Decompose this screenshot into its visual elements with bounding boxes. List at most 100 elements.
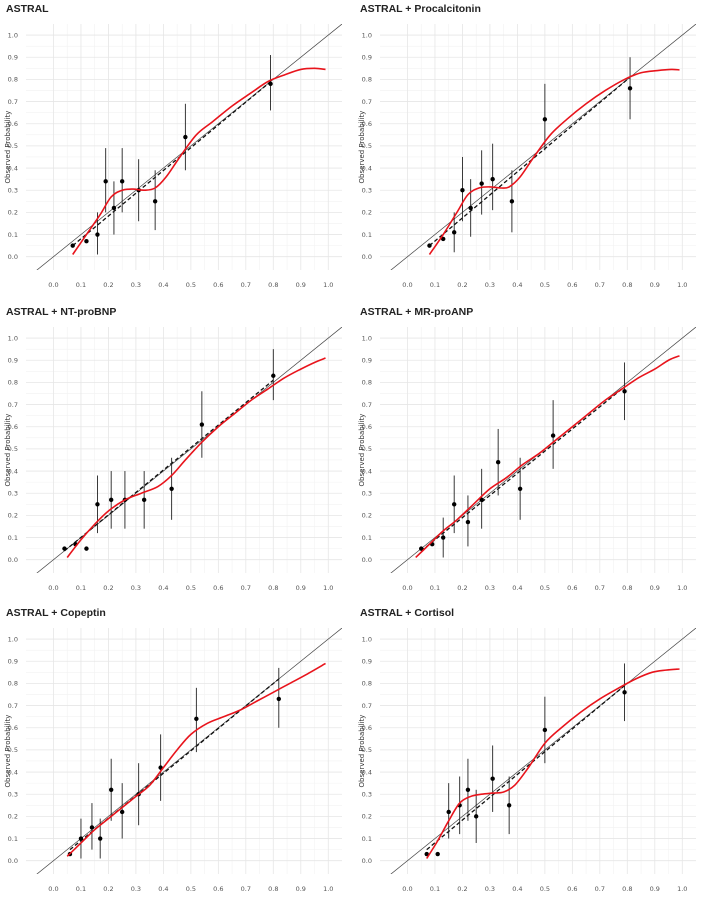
calibration-panel-copeptin: ASTRAL + Copeptin 0.0 0.1 0.2 0.3 0.4 0.5 0.6 0… xyxy=(0,604,354,904)
x-tick-label: 0.3 xyxy=(485,584,495,592)
y-tick-label: 0.1 xyxy=(8,231,18,239)
y-tick-label: 0.5 xyxy=(8,445,18,453)
data-point xyxy=(183,134,188,140)
y-tick-label: 0.8 xyxy=(362,680,372,688)
x-tick-label: 0.2 xyxy=(457,584,467,592)
data-point xyxy=(465,787,471,792)
x-tick-label: 0.4 xyxy=(158,281,168,289)
y-tick-label: 0.7 xyxy=(362,401,372,409)
y-tick-label: 1.0 xyxy=(8,334,18,342)
y-tick-label: 0.6 xyxy=(8,423,18,431)
x-tick-label: 0.9 xyxy=(296,281,306,289)
data-point xyxy=(506,803,512,808)
x-tick-label: 0.7 xyxy=(595,584,605,592)
y-tick-label: 0.9 xyxy=(8,54,18,62)
plot-layer xyxy=(390,24,696,270)
smooth-calibration-curve xyxy=(428,68,680,255)
data-point xyxy=(84,546,89,551)
y-tick-label: 0.8 xyxy=(8,76,18,84)
data-point xyxy=(111,205,117,211)
y-tick-label: 0.2 xyxy=(8,209,18,217)
y-tick-label: 0.6 xyxy=(8,724,18,732)
y-tick-label: 1.0 xyxy=(362,334,372,342)
calibration-plot: 0.0 0.1 0.2 0.3 0.4 0.5 0.6 0.7 0.8 0.9 1.0 0.0 0.1 0… xyxy=(358,327,696,592)
y-tick-label: 0.0 xyxy=(362,556,372,564)
smooth-calibration-curve xyxy=(66,662,326,857)
y-tick-label: 0.1 xyxy=(8,835,18,843)
y-tick-label: 0.4 xyxy=(8,467,18,475)
y-tick-label: 0.8 xyxy=(8,379,18,387)
y-tick-label: 0.7 xyxy=(362,98,372,106)
y-tick-label: 0.5 xyxy=(8,746,18,754)
y-tick-label: 0.9 xyxy=(8,658,18,666)
x-tick-label: 0.8 xyxy=(268,885,278,893)
plot-layer xyxy=(36,327,342,573)
x-tick-label: 0.4 xyxy=(512,584,522,592)
x-tick-label: 0.6 xyxy=(213,281,223,289)
panel-title: ASTRAL + Procalcitonin xyxy=(360,3,481,15)
y-tick-label: 0.9 xyxy=(8,357,18,365)
data-point xyxy=(622,389,627,394)
y-axis-label: Observed Probability xyxy=(358,111,366,184)
x-tick-label: 0.5 xyxy=(540,584,550,592)
data-point xyxy=(622,690,627,695)
plot-layer xyxy=(36,24,342,270)
y-tick-label: 0.6 xyxy=(362,724,372,732)
y-tick-label: 1.0 xyxy=(8,635,18,643)
data-point xyxy=(446,809,451,815)
x-tick-label: 0.7 xyxy=(595,885,605,893)
data-point xyxy=(542,727,548,733)
data-point xyxy=(103,179,108,184)
x-tick-label: 0.4 xyxy=(512,885,522,893)
data-point xyxy=(62,546,67,551)
dashed-calibration-line xyxy=(426,685,625,851)
calibration-plot: 0.0 0.1 0.2 0.3 0.4 0.5 0.6 0.7 0.8 0.9 1.0 0.0 0.1 0… xyxy=(358,24,696,289)
data-point xyxy=(268,81,273,87)
y-tick-label: 0.8 xyxy=(362,379,372,387)
x-tick-label: 0.6 xyxy=(567,281,577,289)
y-tick-label: 0.1 xyxy=(362,835,372,843)
y-tick-label: 0.7 xyxy=(8,702,18,710)
x-tick-label: 0.0 xyxy=(402,885,412,893)
smooth-calibration-curve xyxy=(72,67,326,255)
y-tick-label: 0.4 xyxy=(362,467,372,475)
plot-layer xyxy=(36,628,342,874)
x-tick-label: 0.8 xyxy=(622,885,632,893)
x-tick-label: 0.5 xyxy=(186,885,196,893)
y-tick-label: 0.7 xyxy=(362,702,372,710)
y-tick-label: 0.4 xyxy=(8,768,18,776)
x-tick-label: 0.5 xyxy=(540,885,550,893)
plot-layer xyxy=(390,327,696,573)
data-point xyxy=(141,497,147,503)
data-point xyxy=(479,181,484,186)
data-point xyxy=(119,179,125,184)
y-tick-label: 0.3 xyxy=(362,791,372,799)
x-tick-label: 0.5 xyxy=(186,584,196,592)
y-tick-label: 0.7 xyxy=(8,98,18,106)
y-tick-label: 0.0 xyxy=(362,253,372,261)
data-point xyxy=(194,716,199,722)
y-tick-label: 0.6 xyxy=(362,120,372,128)
y-tick-label: 0.0 xyxy=(8,556,18,564)
y-tick-label: 0.4 xyxy=(8,164,18,172)
dashed-calibration-line xyxy=(72,81,271,247)
x-tick-label: 0.8 xyxy=(268,584,278,592)
y-tick-label: 0.2 xyxy=(362,512,372,520)
data-point xyxy=(473,814,479,819)
data-point xyxy=(441,535,446,540)
x-tick-label: 0.1 xyxy=(76,584,86,592)
data-point xyxy=(517,486,523,491)
x-tick-label: 0.1 xyxy=(430,885,440,893)
x-tick-label: 0.0 xyxy=(48,584,58,592)
y-tick-label: 0.0 xyxy=(362,857,372,865)
data-point xyxy=(542,117,548,122)
data-point xyxy=(97,836,103,841)
y-axis-label: Observed Probability xyxy=(4,414,12,487)
y-tick-label: 0.4 xyxy=(362,164,372,172)
x-tick-label: 0.2 xyxy=(457,281,467,289)
x-tick-label: 0.0 xyxy=(402,281,412,289)
y-axis-label: Observed Probability xyxy=(4,111,12,184)
panel-title: ASTRAL + Copeptin xyxy=(6,607,106,619)
x-tick-label: 0.8 xyxy=(622,584,632,592)
x-tick-label: 0.3 xyxy=(131,584,141,592)
